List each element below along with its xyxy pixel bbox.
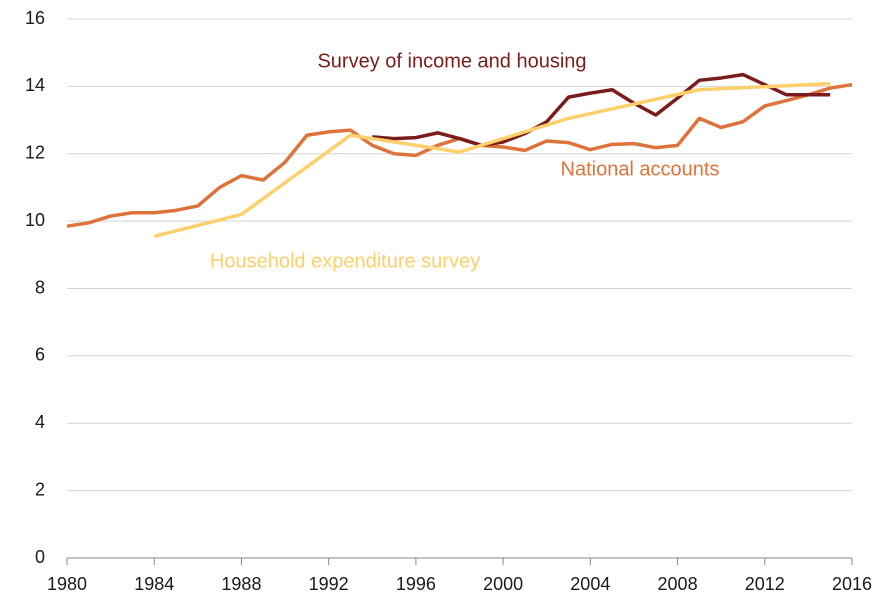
y-tick-label: 0 bbox=[35, 547, 45, 567]
x-tick-label: 2004 bbox=[570, 574, 610, 594]
series-label: National accounts bbox=[561, 158, 720, 180]
series-label: Household expenditure survey bbox=[210, 250, 480, 272]
y-tick-label: 8 bbox=[35, 277, 45, 297]
y-tick-label: 16 bbox=[25, 8, 45, 28]
x-tick-label: 2016 bbox=[832, 574, 872, 594]
x-tick-label: 1992 bbox=[309, 574, 349, 594]
y-tick-label: 6 bbox=[35, 345, 45, 365]
x-tick-label: 1996 bbox=[396, 574, 436, 594]
y-tick-label: 2 bbox=[35, 479, 45, 499]
x-tick-label: 2008 bbox=[658, 574, 698, 594]
x-tick-label: 1980 bbox=[47, 574, 87, 594]
series-line bbox=[66, 82, 853, 228]
y-tick-label: 10 bbox=[25, 210, 45, 230]
series-label: Survey of income and housing bbox=[317, 50, 586, 72]
y-tick-label: 14 bbox=[25, 75, 45, 95]
y-tick-label: 12 bbox=[25, 143, 45, 163]
x-tick-label: 2012 bbox=[745, 574, 785, 594]
x-tick-label: 1988 bbox=[221, 574, 261, 594]
series-line bbox=[153, 81, 831, 238]
y-tick-label: 4 bbox=[35, 412, 45, 432]
series-line bbox=[372, 72, 831, 148]
x-tick-label: 1984 bbox=[134, 574, 174, 594]
x-tick-label: 2000 bbox=[483, 574, 523, 594]
